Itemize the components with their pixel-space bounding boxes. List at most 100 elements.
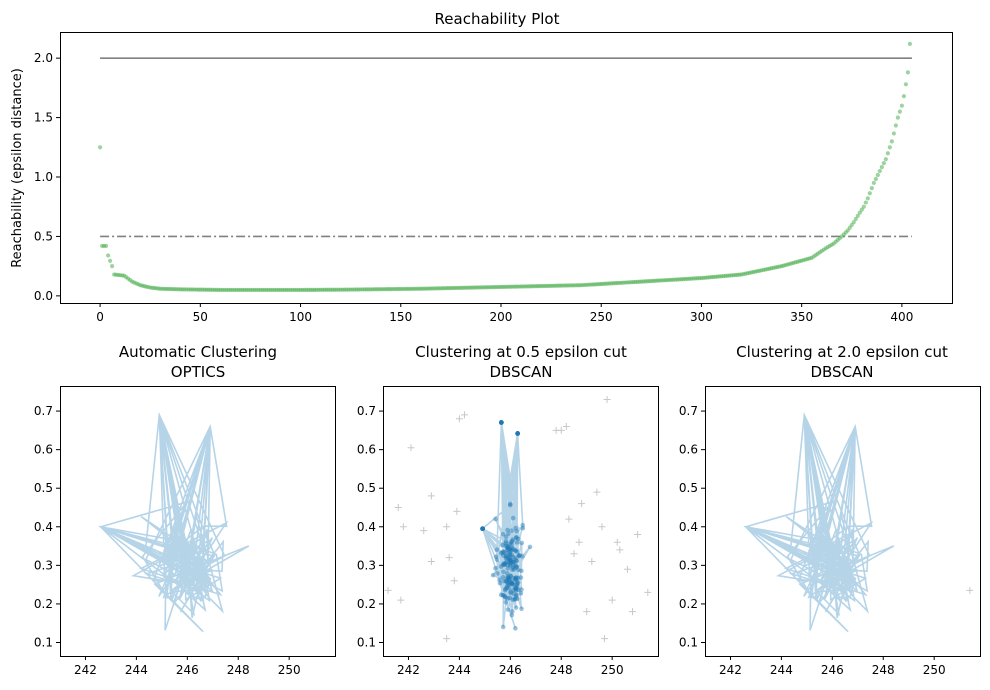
dbscan-05-cluster-point [505,543,510,549]
dbscan-05-cluster-point [503,543,508,549]
reachability-yticks: 0.0 0.5 1.0 1.5 2.0 [34,51,60,303]
dbscan-05-axes-frame [383,386,659,657]
dbscan-05-cluster-point [505,545,510,550]
dbscan-05-ytick-label-1: 0.2 [357,597,376,611]
dbscan-05-noise-point [608,596,616,604]
dbscan-05-cluster-point [503,534,509,540]
dbscan-05-cluster-point [499,420,504,425]
dbscan-05-cluster-point [513,593,519,599]
reachability-point [897,109,902,114]
dbscan-05-cluster-point [509,552,515,558]
dbscan-20-ytick-label-2: 0.3 [679,558,698,572]
dbscan-05-cluster-point [505,574,510,580]
dbscan-05-cluster-lines [481,422,531,629]
reachability-point [871,180,876,186]
reachability-ytick-label-4: 2.0 [34,51,53,65]
dbscan-05-cluster-point [513,587,519,593]
dbscan-05-cluster-point [515,580,521,586]
dbscan-05-cluster-point [515,575,520,581]
dbscan-05-noise-point [460,411,468,419]
optics-ytick-label-2: 0.3 [34,558,53,572]
dbscan-05-noise-point [443,635,451,643]
dbscan-05-cluster-point [508,582,513,587]
dbscan-05-cluster-point [504,579,509,584]
dbscan-05-cluster-point [480,526,485,532]
dbscan-05-cluster-point [512,585,518,590]
dbscan-05-noise-point [399,523,407,531]
dbscan-05-cluster-point [504,559,509,564]
dbscan-05-noise-point [623,565,631,573]
dbscan-05-cluster-point [513,586,519,591]
dbscan-05-cluster-point [513,563,518,569]
optics-ytick-label-5: 0.6 [34,443,53,457]
dbscan-05-subtitle: DBSCAN [489,363,552,381]
dbscan-05-cluster-point [507,557,513,563]
dbscan-20-xtick-label-4: 250 [923,663,946,677]
dbscan-05-cluster-point [514,528,519,534]
dbscan-05-cluster-point [513,626,518,631]
dbscan-05-cluster-point [509,545,515,551]
dbscan-05-cluster-point [493,565,498,571]
optics-subtitle: OPTICS [171,363,225,381]
dbscan-05-cluster-point [503,599,509,605]
dbscan-20-xtick-label-2: 246 [821,663,844,677]
reachability-xtick-label-1: 50 [193,310,208,324]
reachability-point [893,123,898,128]
dbscan-20-axes-frame [705,386,981,657]
dbscan-05-noise-point [407,444,415,452]
dbscan-05-cluster-point [499,420,504,425]
optics-ytick-label-3: 0.4 [34,520,53,534]
reachability-xtick-label-8: 400 [890,310,913,324]
dbscan-05-cluster-point [515,431,520,436]
dbscan-05-cluster-point [494,557,500,563]
dbscan-05-cluster-point [514,534,519,540]
dbscan-05-cluster-point [515,431,520,436]
optics-xtick-label-1: 244 [125,663,148,677]
dbscan-05-cluster-point [515,431,520,436]
optics-ytick-label-6: 0.7 [34,404,53,418]
dbscan-05-ytick-label-2: 0.3 [357,558,376,572]
reachability-point [877,168,882,174]
reachability-point [887,145,892,150]
dbscan-05-cluster-point [506,559,512,565]
dbscan-05-cluster-point [504,576,510,582]
dbscan-05-cluster-point [504,579,509,584]
dbscan-05-cluster-point [507,577,512,583]
dbscan-05-noise-point [557,426,565,434]
reachability-point [104,243,109,249]
dbscan-05-cluster-point [513,577,518,582]
dbscan-05-cluster-point [519,587,524,592]
dbscan-05-cluster-point [520,522,526,528]
dbscan-05-cluster-point [493,516,498,522]
reachability-xtick-label-6: 300 [690,310,713,324]
dbscan-05-cluster-point [510,559,516,565]
dbscan-05-noise-point [616,546,624,554]
reachability-point [867,191,872,196]
dbscan-20-ytick-label-6: 0.7 [679,404,698,418]
dbscan-05-cluster-point [480,526,485,532]
dbscan-05-cluster-point [501,553,506,558]
reachability-point [859,207,864,212]
dbscan-05-cluster-point [497,580,503,586]
optics-cluster-path [98,411,250,633]
dbscan-05-cluster-point [513,535,519,541]
dbscan-05-cluster-point [501,561,507,567]
dbscan-05-cluster-point [505,527,510,533]
dbscan-05-noise-point [578,500,586,508]
dbscan-05-cluster-point [508,559,514,564]
dbscan-20-panel: Clustering at 2.0 epsilon cut DBSCAN 242… [679,343,981,677]
dbscan-05-cluster-point [507,546,512,552]
reachability-point [106,253,111,258]
dbscan-05-cluster-point [480,526,485,532]
dbscan-05-noise-points [384,396,652,643]
dbscan-05-cluster-point [516,553,521,559]
dbscan-05-cluster-point [501,593,507,598]
dbscan-05-noise-point [583,608,591,616]
dbscan-05-cluster-point [504,583,510,589]
dbscan-20-xtick-label-1: 244 [770,663,793,677]
dbscan-05-cluster-point [509,538,515,544]
dbscan-05-cluster-point [508,573,513,579]
dbscan-05-cluster-point [511,591,517,597]
reachability-point [895,115,900,120]
dbscan-05-cluster-point [507,541,513,547]
